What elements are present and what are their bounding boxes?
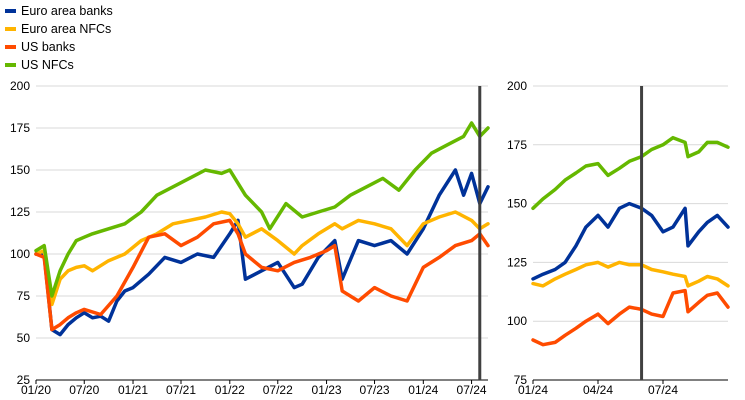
legend-label: US NFCs bbox=[21, 58, 74, 72]
y-tick-label: 150 bbox=[507, 197, 527, 211]
y-tick-label: 150 bbox=[10, 163, 30, 177]
series-line bbox=[531, 260, 730, 288]
series-line bbox=[34, 121, 490, 298]
series-line bbox=[34, 218, 490, 332]
x-tick-label: 01/23 bbox=[312, 383, 342, 397]
x-tick-label: 07/22 bbox=[263, 383, 293, 397]
legend-item: Euro area banks bbox=[5, 2, 113, 20]
legend-item: US banks bbox=[5, 38, 113, 56]
y-tick-label: 75 bbox=[17, 289, 31, 303]
y-tick-label: 175 bbox=[10, 121, 30, 135]
y-tick-label: 175 bbox=[507, 138, 527, 152]
x-tick-label: 07/20 bbox=[69, 383, 99, 397]
x-tick-label: 01/20 bbox=[21, 383, 51, 397]
x-tick-label: 01/21 bbox=[118, 383, 148, 397]
series-line bbox=[34, 210, 490, 307]
legend-swatch bbox=[5, 9, 16, 13]
x-tick-label: 01/24 bbox=[408, 383, 438, 397]
y-tick-label: 125 bbox=[10, 205, 30, 219]
legend: Euro area banks Euro area NFCs US banks US … bbox=[5, 2, 113, 74]
x-tick-label: 01/24 bbox=[518, 383, 548, 397]
x-tick-label: 07/23 bbox=[360, 383, 390, 397]
y-tick-label: 200 bbox=[10, 79, 30, 93]
y-tick-label: 100 bbox=[507, 314, 527, 328]
y-tick-label: 25 bbox=[17, 373, 31, 387]
y-tick-label: 125 bbox=[507, 255, 527, 269]
legend-item: Euro area NFCs bbox=[5, 20, 113, 38]
series-line bbox=[531, 135, 730, 211]
x-tick-label: 07/24 bbox=[648, 383, 678, 397]
legend-swatch bbox=[5, 63, 16, 67]
x-tick-label: 01/22 bbox=[215, 383, 245, 397]
legend-swatch bbox=[5, 45, 16, 49]
y-tick-label: 100 bbox=[10, 247, 30, 261]
y-tick-label: 50 bbox=[17, 331, 31, 345]
series-line bbox=[34, 168, 490, 337]
legend-label: US banks bbox=[21, 40, 76, 54]
x-tick-label: 07/21 bbox=[166, 383, 196, 397]
series-line bbox=[531, 288, 730, 347]
legend-label: Euro area NFCs bbox=[21, 22, 112, 36]
legend-swatch bbox=[5, 27, 16, 31]
legend-label: Euro area banks bbox=[21, 4, 113, 18]
y-tick-label: 200 bbox=[507, 79, 527, 93]
x-tick-label: 04/24 bbox=[583, 383, 613, 397]
series-line bbox=[531, 201, 730, 281]
y-tick-label: 75 bbox=[514, 373, 528, 387]
x-tick-label: 07/24 bbox=[457, 383, 487, 397]
legend-item: US NFCs bbox=[5, 56, 113, 74]
